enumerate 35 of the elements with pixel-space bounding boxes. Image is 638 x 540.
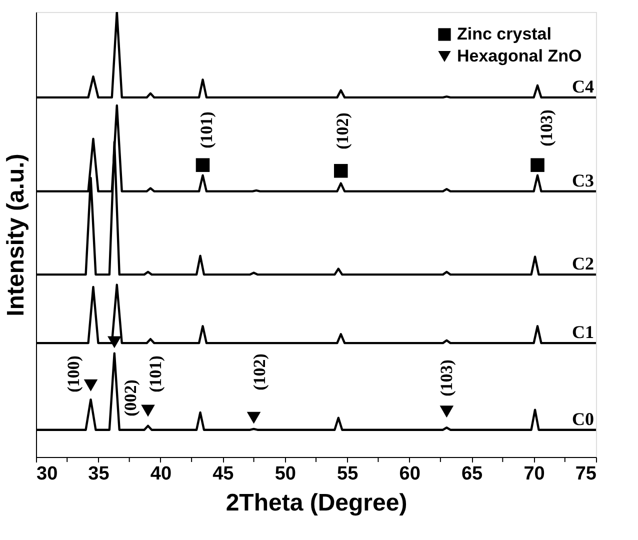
annotation: (103) [537, 110, 556, 146]
annotation: (100) [64, 356, 83, 392]
series-label: C3 [572, 170, 594, 190]
legend-label: Zinc crystal [457, 24, 552, 44]
series-label: C0 [572, 408, 594, 429]
x-tick-label: 35 [88, 464, 110, 484]
x-tick-label: 55 [337, 464, 359, 484]
point [108, 336, 122, 348]
legend-label: Hexagonal ZnO [457, 46, 582, 66]
x-tick-label: 45 [212, 464, 234, 484]
annotation: (103) [437, 360, 456, 396]
series-label: C4 [572, 76, 594, 96]
point [530, 158, 544, 172]
x-axis-title: 2Theta (Degree) [226, 490, 408, 516]
point [84, 379, 98, 392]
point [141, 404, 155, 417]
x-tick-label: 50 [274, 464, 296, 484]
y-axis-title: Intensity (a.u.) [2, 154, 30, 316]
x-tick-label: 40 [150, 464, 172, 484]
point [440, 406, 454, 418]
point [196, 158, 210, 172]
x-tick-label: 75 [575, 464, 597, 484]
x-tick-label: 30 [36, 464, 58, 484]
annotation: (002) [121, 380, 140, 416]
point [334, 164, 348, 178]
point [246, 412, 261, 424]
x-tick-label: 65 [461, 464, 484, 484]
x-tick-label: 70 [524, 464, 545, 484]
series-label: C2 [572, 254, 594, 274]
annotation: (101) [146, 356, 165, 392]
x-tick-label: 60 [399, 464, 420, 484]
annotation: (102) [333, 112, 352, 150]
annotation: (102) [250, 354, 269, 390]
annotation: (101) [197, 112, 216, 148]
series-label: C1 [572, 322, 594, 342]
